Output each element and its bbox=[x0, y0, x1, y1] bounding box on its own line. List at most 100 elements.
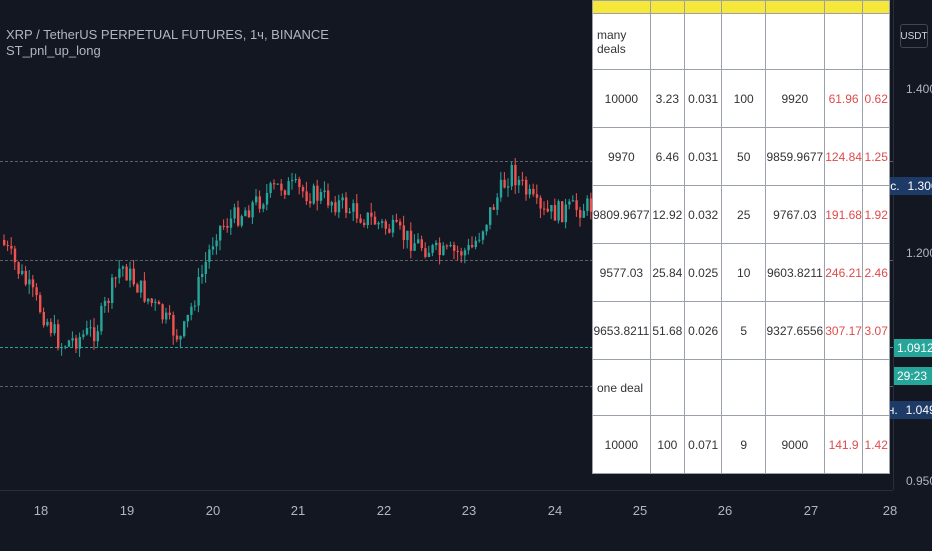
candle-body bbox=[154, 301, 157, 303]
candle-body bbox=[233, 207, 236, 219]
candle-body bbox=[103, 300, 107, 307]
time-tick: 27 bbox=[803, 503, 819, 518]
section-label: one deal bbox=[592, 359, 651, 416]
candle-body bbox=[485, 224, 488, 232]
table-cell: 61.96 bbox=[823, 69, 864, 128]
candle-body bbox=[521, 179, 524, 181]
candle-body bbox=[280, 183, 283, 191]
candle-body bbox=[237, 207, 240, 226]
candle-body bbox=[460, 251, 463, 256]
candle-body bbox=[132, 268, 135, 285]
table-cell: 9577.03 bbox=[592, 243, 651, 302]
table-row bbox=[592, 0, 890, 14]
candle-body bbox=[373, 216, 377, 225]
time-tick: 22 bbox=[376, 503, 392, 518]
candle-body bbox=[157, 301, 161, 305]
candle-body bbox=[197, 276, 200, 306]
candle-body bbox=[42, 312, 45, 326]
section-label: many deals bbox=[592, 13, 651, 70]
candle-body bbox=[186, 314, 189, 322]
candle-body bbox=[546, 208, 549, 212]
candle-body bbox=[39, 295, 42, 313]
candle-body bbox=[377, 222, 380, 225]
time-axis[interactable]: 18 19 20 21 22 23 24 25 26 27 28 bbox=[0, 490, 897, 551]
candle-body bbox=[492, 207, 495, 210]
candle-body bbox=[456, 250, 459, 252]
table-cell: 0.071 bbox=[683, 415, 723, 474]
candle-body bbox=[219, 225, 222, 241]
candle-body bbox=[561, 201, 564, 223]
candle-body bbox=[471, 245, 474, 248]
table-cell: 9653.8211 bbox=[592, 301, 651, 360]
candle-body bbox=[273, 183, 276, 185]
max-value: 1.3066 bbox=[903, 177, 932, 195]
candle-body bbox=[190, 306, 193, 315]
table-row: 9577.03 25.84 0.025 10 9603.8211 246.21 2.46 bbox=[592, 243, 890, 302]
candle-body bbox=[226, 225, 229, 228]
time-tick: 20 bbox=[205, 503, 221, 518]
empty-cell bbox=[823, 359, 864, 416]
table-cell: 100 bbox=[649, 415, 685, 474]
candle-body bbox=[589, 198, 593, 212]
candle-body bbox=[49, 321, 53, 334]
table-cell: 25 bbox=[721, 185, 766, 244]
candle-body bbox=[489, 207, 492, 225]
min-value: 1.0496 bbox=[901, 401, 932, 419]
candle-body bbox=[391, 219, 395, 233]
time-tick: 28 bbox=[882, 503, 898, 518]
header-cell bbox=[721, 0, 766, 14]
candle-body bbox=[553, 205, 557, 221]
candle-body bbox=[420, 239, 423, 249]
candle-body bbox=[57, 324, 60, 349]
candle-body bbox=[417, 239, 420, 244]
table-row: 10000 100 0.071 9 9000 141.9 1.42 bbox=[592, 415, 890, 474]
candle-body bbox=[586, 198, 589, 211]
candle-body bbox=[82, 334, 85, 337]
candle-body bbox=[269, 183, 272, 194]
candle-body bbox=[319, 192, 323, 201]
candle-body bbox=[107, 300, 110, 303]
candle-body bbox=[283, 190, 287, 195]
candle-body bbox=[557, 201, 560, 221]
horizontal-line bbox=[0, 386, 893, 387]
candle-body bbox=[136, 284, 139, 293]
candle-body bbox=[445, 245, 449, 247]
header-cell bbox=[862, 0, 890, 14]
table-cell: 0.031 bbox=[683, 69, 723, 128]
candle-body bbox=[24, 270, 27, 285]
candle-body bbox=[525, 179, 528, 195]
empty-cell bbox=[862, 13, 890, 70]
empty-cell bbox=[721, 359, 766, 416]
table-cell: 10000 bbox=[592, 415, 651, 474]
horizontal-line bbox=[0, 161, 893, 162]
candle-body bbox=[363, 222, 366, 226]
empty-cell bbox=[649, 13, 685, 70]
candle-body bbox=[143, 280, 146, 302]
empty-cell bbox=[764, 13, 825, 70]
candle-body bbox=[406, 230, 409, 241]
candle-body bbox=[118, 268, 121, 278]
time-tick: 23 bbox=[461, 503, 477, 518]
indicator-name[interactable]: ST_pnl_up_long bbox=[6, 43, 101, 58]
candle-body bbox=[244, 210, 247, 217]
candle-body bbox=[161, 304, 164, 320]
candle-body bbox=[449, 244, 452, 247]
candle-body bbox=[301, 187, 305, 192]
candle-body bbox=[121, 266, 125, 269]
candle-body bbox=[550, 205, 553, 212]
candle-body bbox=[532, 188, 535, 195]
candle-body bbox=[276, 183, 279, 185]
table-cell: 3.23 bbox=[649, 69, 685, 128]
candle-body bbox=[222, 225, 225, 227]
candle-body bbox=[201, 273, 204, 277]
table-cell: 141.9 bbox=[823, 415, 864, 474]
candle-body bbox=[150, 298, 153, 303]
table-cell: 9767.03 bbox=[764, 185, 825, 244]
candle-body bbox=[582, 210, 585, 218]
currency-button[interactable]: USDT bbox=[900, 24, 928, 48]
candle-body bbox=[539, 197, 542, 209]
symbol-title[interactable]: XRP / TetherUS PERPETUAL FUTURES, 1ч, BI… bbox=[6, 27, 329, 42]
time-tick: 19 bbox=[119, 503, 135, 518]
table-cell: 9 bbox=[721, 415, 766, 474]
candle-body bbox=[323, 190, 326, 193]
